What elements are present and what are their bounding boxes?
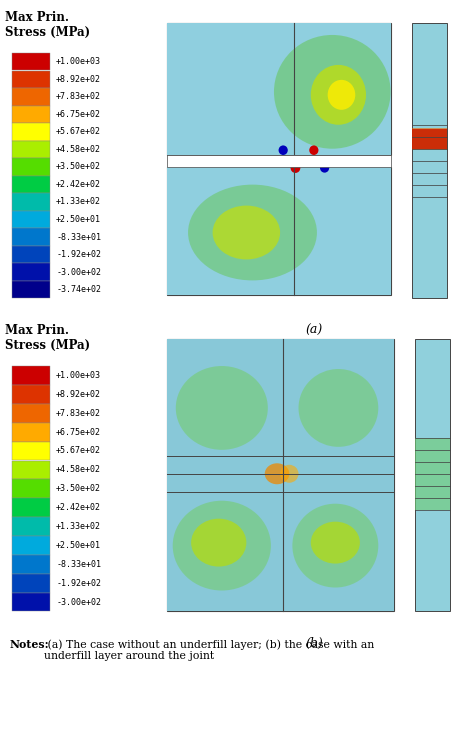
FancyBboxPatch shape — [12, 106, 50, 123]
Text: Notes:: Notes: — [9, 639, 49, 650]
Ellipse shape — [328, 80, 355, 110]
FancyBboxPatch shape — [167, 167, 390, 295]
Text: +1.33e+02: +1.33e+02 — [56, 197, 101, 206]
Text: +5.67e+02: +5.67e+02 — [56, 446, 101, 456]
Ellipse shape — [176, 366, 268, 450]
Ellipse shape — [212, 206, 280, 259]
FancyBboxPatch shape — [12, 536, 50, 555]
FancyBboxPatch shape — [12, 53, 50, 70]
FancyBboxPatch shape — [12, 404, 50, 423]
FancyBboxPatch shape — [167, 23, 390, 155]
FancyBboxPatch shape — [167, 23, 390, 155]
FancyBboxPatch shape — [167, 339, 394, 611]
FancyBboxPatch shape — [12, 574, 50, 592]
Text: -8.33e+01: -8.33e+01 — [56, 560, 101, 569]
Text: -3.00e+02: -3.00e+02 — [56, 268, 101, 277]
Ellipse shape — [320, 163, 329, 172]
FancyBboxPatch shape — [12, 555, 50, 574]
Text: +2.50e+01: +2.50e+01 — [56, 215, 101, 224]
Text: +2.42e+02: +2.42e+02 — [56, 503, 101, 512]
Text: +1.00e+03: +1.00e+03 — [56, 57, 101, 66]
Text: +6.75e+02: +6.75e+02 — [56, 428, 101, 437]
FancyBboxPatch shape — [167, 155, 390, 167]
FancyBboxPatch shape — [12, 423, 50, 442]
Text: -3.74e+02: -3.74e+02 — [56, 285, 101, 294]
Ellipse shape — [291, 163, 300, 173]
Ellipse shape — [280, 465, 298, 483]
Text: (b): (b) — [305, 637, 323, 650]
FancyBboxPatch shape — [12, 228, 50, 246]
Text: +6.75e+02: +6.75e+02 — [56, 110, 101, 119]
Text: +5.67e+02: +5.67e+02 — [56, 127, 101, 137]
Ellipse shape — [191, 519, 246, 567]
Text: (a) The case without an underfill layer; (b) the case with an
underfill layer ar: (a) The case without an underfill layer;… — [44, 639, 374, 661]
Text: +1.00e+03: +1.00e+03 — [56, 371, 101, 380]
FancyBboxPatch shape — [12, 123, 50, 141]
Text: +2.42e+02: +2.42e+02 — [56, 180, 101, 189]
FancyBboxPatch shape — [12, 517, 50, 536]
FancyBboxPatch shape — [12, 479, 50, 498]
FancyBboxPatch shape — [12, 442, 50, 460]
FancyBboxPatch shape — [12, 88, 50, 106]
FancyBboxPatch shape — [12, 281, 50, 298]
FancyBboxPatch shape — [12, 461, 50, 479]
Text: -3.00e+02: -3.00e+02 — [56, 597, 101, 606]
Ellipse shape — [311, 522, 360, 564]
Text: +7.83e+02: +7.83e+02 — [56, 409, 101, 418]
FancyBboxPatch shape — [415, 339, 450, 611]
FancyBboxPatch shape — [12, 264, 50, 281]
Ellipse shape — [298, 369, 378, 447]
Text: +3.50e+02: +3.50e+02 — [56, 484, 101, 493]
Text: +4.58e+02: +4.58e+02 — [56, 465, 101, 474]
Text: -1.92e+02: -1.92e+02 — [56, 250, 101, 259]
FancyBboxPatch shape — [12, 385, 50, 404]
FancyBboxPatch shape — [412, 128, 447, 150]
Text: +4.58e+02: +4.58e+02 — [56, 145, 101, 154]
FancyBboxPatch shape — [12, 70, 50, 88]
Ellipse shape — [278, 145, 288, 155]
Text: -1.92e+02: -1.92e+02 — [56, 578, 101, 588]
FancyBboxPatch shape — [12, 498, 50, 517]
FancyBboxPatch shape — [12, 211, 50, 228]
Text: -8.33e+01: -8.33e+01 — [56, 233, 101, 241]
Text: +8.92e+02: +8.92e+02 — [56, 75, 101, 84]
Text: (a): (a) — [305, 324, 322, 337]
FancyBboxPatch shape — [12, 593, 50, 611]
Text: +3.50e+02: +3.50e+02 — [56, 162, 101, 171]
Text: Max Prin.
Stress (MPa): Max Prin. Stress (MPa) — [5, 11, 90, 39]
Text: +2.50e+01: +2.50e+01 — [56, 541, 101, 550]
Ellipse shape — [188, 185, 317, 280]
Ellipse shape — [309, 145, 319, 155]
FancyBboxPatch shape — [12, 246, 50, 264]
Text: +7.83e+02: +7.83e+02 — [56, 92, 101, 101]
Ellipse shape — [311, 65, 366, 125]
Ellipse shape — [292, 504, 378, 587]
Ellipse shape — [274, 35, 390, 149]
FancyBboxPatch shape — [12, 176, 50, 193]
FancyBboxPatch shape — [12, 159, 50, 175]
FancyBboxPatch shape — [12, 193, 50, 211]
FancyBboxPatch shape — [167, 339, 394, 611]
FancyBboxPatch shape — [412, 129, 447, 149]
Text: +8.92e+02: +8.92e+02 — [56, 390, 101, 399]
FancyBboxPatch shape — [415, 438, 450, 509]
FancyBboxPatch shape — [12, 366, 50, 385]
FancyBboxPatch shape — [412, 23, 447, 299]
Text: +1.33e+02: +1.33e+02 — [56, 522, 101, 531]
Ellipse shape — [173, 501, 271, 591]
Text: Max Prin.
Stress (MPa): Max Prin. Stress (MPa) — [5, 324, 90, 352]
Ellipse shape — [265, 463, 289, 484]
FancyBboxPatch shape — [12, 141, 50, 158]
FancyBboxPatch shape — [167, 167, 390, 295]
